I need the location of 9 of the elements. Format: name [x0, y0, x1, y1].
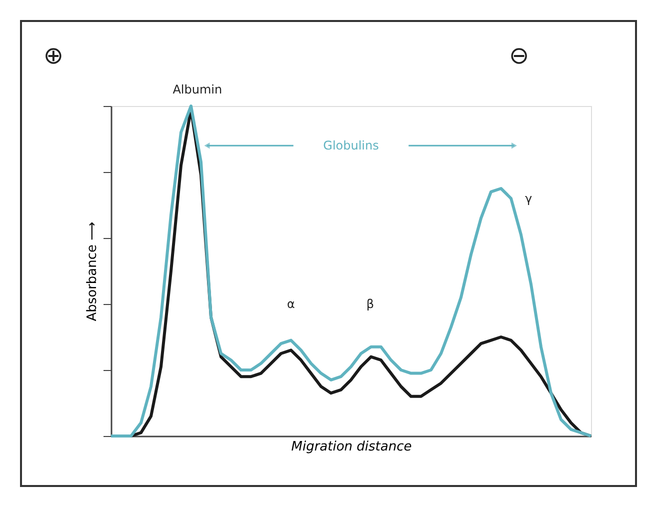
annotation: β — [366, 297, 374, 311]
annotation: α — [287, 297, 296, 311]
text: ⊕ — [43, 42, 64, 70]
annotation: γ — [525, 191, 532, 206]
y-axis-title: Absorbance ⟶ — [85, 222, 100, 322]
text: ⊖ — [508, 42, 530, 70]
annotation: Globulins — [323, 138, 379, 153]
text: Albumin — [172, 82, 222, 96]
x-axis-title: Migration distance — [291, 440, 412, 454]
